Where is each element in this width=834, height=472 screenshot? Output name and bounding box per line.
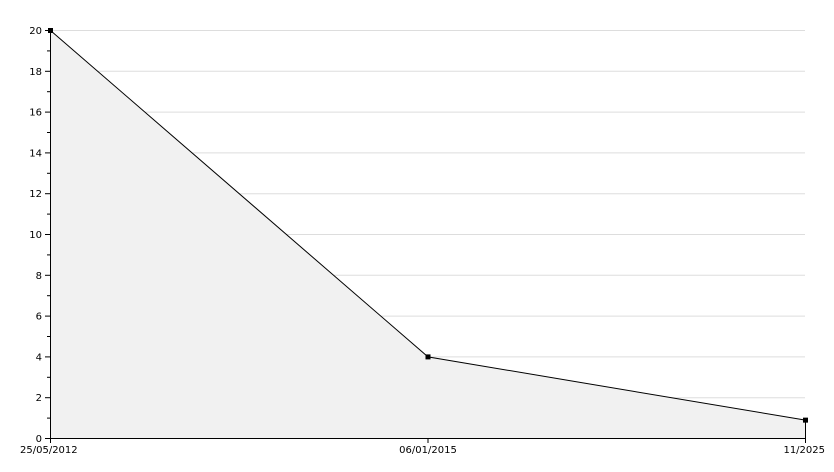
y-tick-label: 2 bbox=[36, 393, 42, 404]
x-tick-label: 25/05/2012 bbox=[20, 445, 78, 456]
area-fill bbox=[50, 30, 806, 439]
data-point bbox=[425, 354, 431, 360]
x-tick-label: 11/2025 bbox=[783, 445, 825, 456]
y-tick-label: 10 bbox=[29, 230, 42, 241]
x-tick-label: 06/01/2015 bbox=[399, 445, 457, 456]
y-tick-label: 12 bbox=[29, 189, 42, 200]
y-tick-label: 4 bbox=[36, 352, 42, 363]
y-tick-label: 6 bbox=[36, 312, 42, 323]
y-tick-label: 18 bbox=[29, 67, 42, 78]
x-axis-ticks: 25/05/2012 06/01/2015 11/2025 bbox=[20, 438, 825, 456]
y-tick-label: 20 bbox=[29, 26, 42, 37]
y-tick-label: 0 bbox=[36, 434, 42, 445]
y-tick-label: 16 bbox=[29, 108, 42, 119]
y-tick-label: 8 bbox=[36, 271, 42, 282]
y-tick-label: 14 bbox=[29, 148, 42, 159]
y-axis-ticks: 0 2 4 6 8 10 12 14 16 18 20 bbox=[29, 26, 50, 445]
